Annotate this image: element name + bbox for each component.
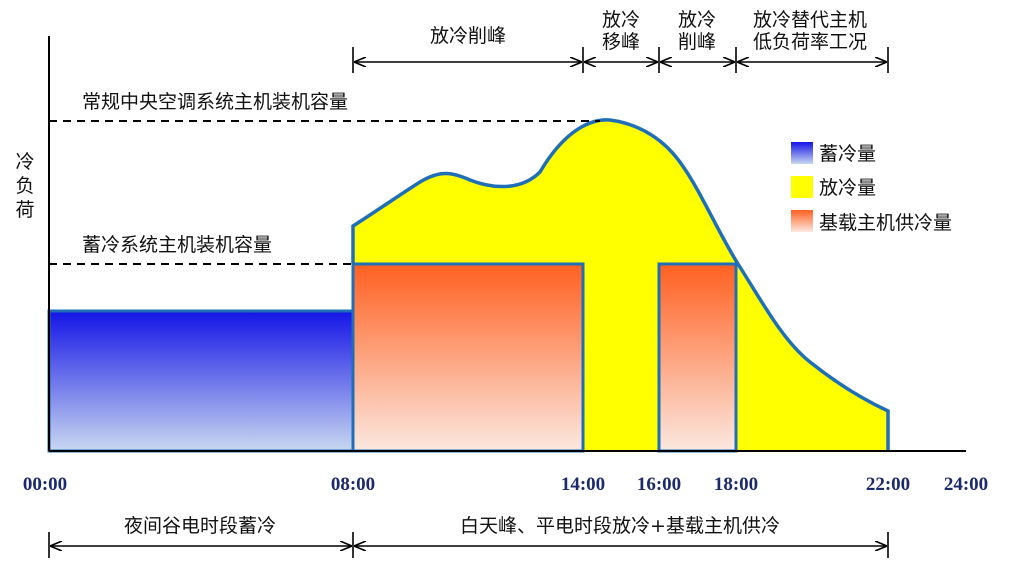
x-tick-label: 08:00 <box>331 474 375 495</box>
legend-label-base: 基载主机供冷量 <box>819 212 952 234</box>
storage-block <box>47 309 355 453</box>
legend-swatch-base <box>791 210 813 232</box>
legend-label-storage: 蓄冷量 <box>819 143 876 165</box>
bottom-span-arrows <box>48 532 889 558</box>
storage-capacity-label: 蓄冷系统主机装机容量 <box>82 234 272 256</box>
top-span-label: 放冷移峰 <box>602 9 640 53</box>
x-tick-label: 00:00 <box>23 474 67 495</box>
x-tick-label: 16:00 <box>637 474 681 495</box>
top-span-label: 放冷替代主机低负荷率工况 <box>753 9 867 53</box>
bottom-span-label-night: 夜间谷电时段蓄冷 <box>124 515 276 537</box>
x-tick-label: 24:00 <box>944 474 988 495</box>
conventional-capacity-label: 常规中央空调系统主机装机容量 <box>82 91 348 113</box>
legend: 蓄冷量 放冷量 基载主机供冷量 <box>791 142 952 234</box>
base-load-block-08-14 <box>351 262 585 453</box>
x-tick-label: 14:00 <box>561 474 605 495</box>
top-span-label: 放冷削峰 <box>430 25 506 47</box>
legend-swatch-release <box>791 176 813 198</box>
x-tick-label: 18:00 <box>714 474 758 495</box>
x-tick-label: 22:00 <box>866 474 910 495</box>
x-tick-labels: 00:00 08:00 14:00 16:00 18:00 22:00 24:00 <box>23 474 988 495</box>
base-load-block-16-18 <box>657 262 738 453</box>
legend-swatch-storage <box>791 142 813 164</box>
legend-label-release: 放冷量 <box>819 177 876 199</box>
top-span-arrows <box>352 47 889 73</box>
bottom-span-label-day: 白天峰、平电时段放冷+基载主机供冷 <box>460 515 780 537</box>
y-axis-label: 冷负荷 <box>15 151 34 221</box>
load-curve <box>351 118 890 451</box>
top-span-label: 放冷削峰 <box>678 9 716 53</box>
